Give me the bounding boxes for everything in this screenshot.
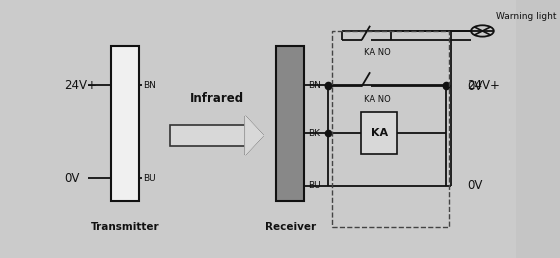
- Text: KA NO: KA NO: [365, 49, 391, 57]
- FancyBboxPatch shape: [361, 112, 397, 154]
- Polygon shape: [245, 116, 263, 155]
- Text: BK: BK: [309, 129, 320, 138]
- Text: Transmitter: Transmitter: [91, 222, 160, 232]
- Text: KA NO: KA NO: [365, 95, 391, 104]
- Text: 0V: 0V: [467, 80, 482, 93]
- FancyBboxPatch shape: [111, 46, 139, 201]
- Text: BU: BU: [309, 181, 321, 190]
- FancyBboxPatch shape: [0, 0, 516, 258]
- Text: KA: KA: [371, 128, 388, 138]
- FancyBboxPatch shape: [276, 46, 305, 201]
- Text: 24V+: 24V+: [64, 79, 97, 92]
- Text: BN: BN: [309, 81, 321, 90]
- Text: BU: BU: [143, 174, 156, 182]
- Text: 0V: 0V: [467, 179, 482, 192]
- FancyBboxPatch shape: [170, 125, 245, 146]
- Text: 0V: 0V: [64, 172, 80, 184]
- Text: Infrared: Infrared: [190, 92, 244, 104]
- Text: BN: BN: [143, 81, 156, 90]
- Text: 24V+: 24V+: [467, 79, 500, 92]
- Text: Warning light: Warning light: [496, 12, 557, 21]
- Text: Receiver: Receiver: [265, 222, 316, 232]
